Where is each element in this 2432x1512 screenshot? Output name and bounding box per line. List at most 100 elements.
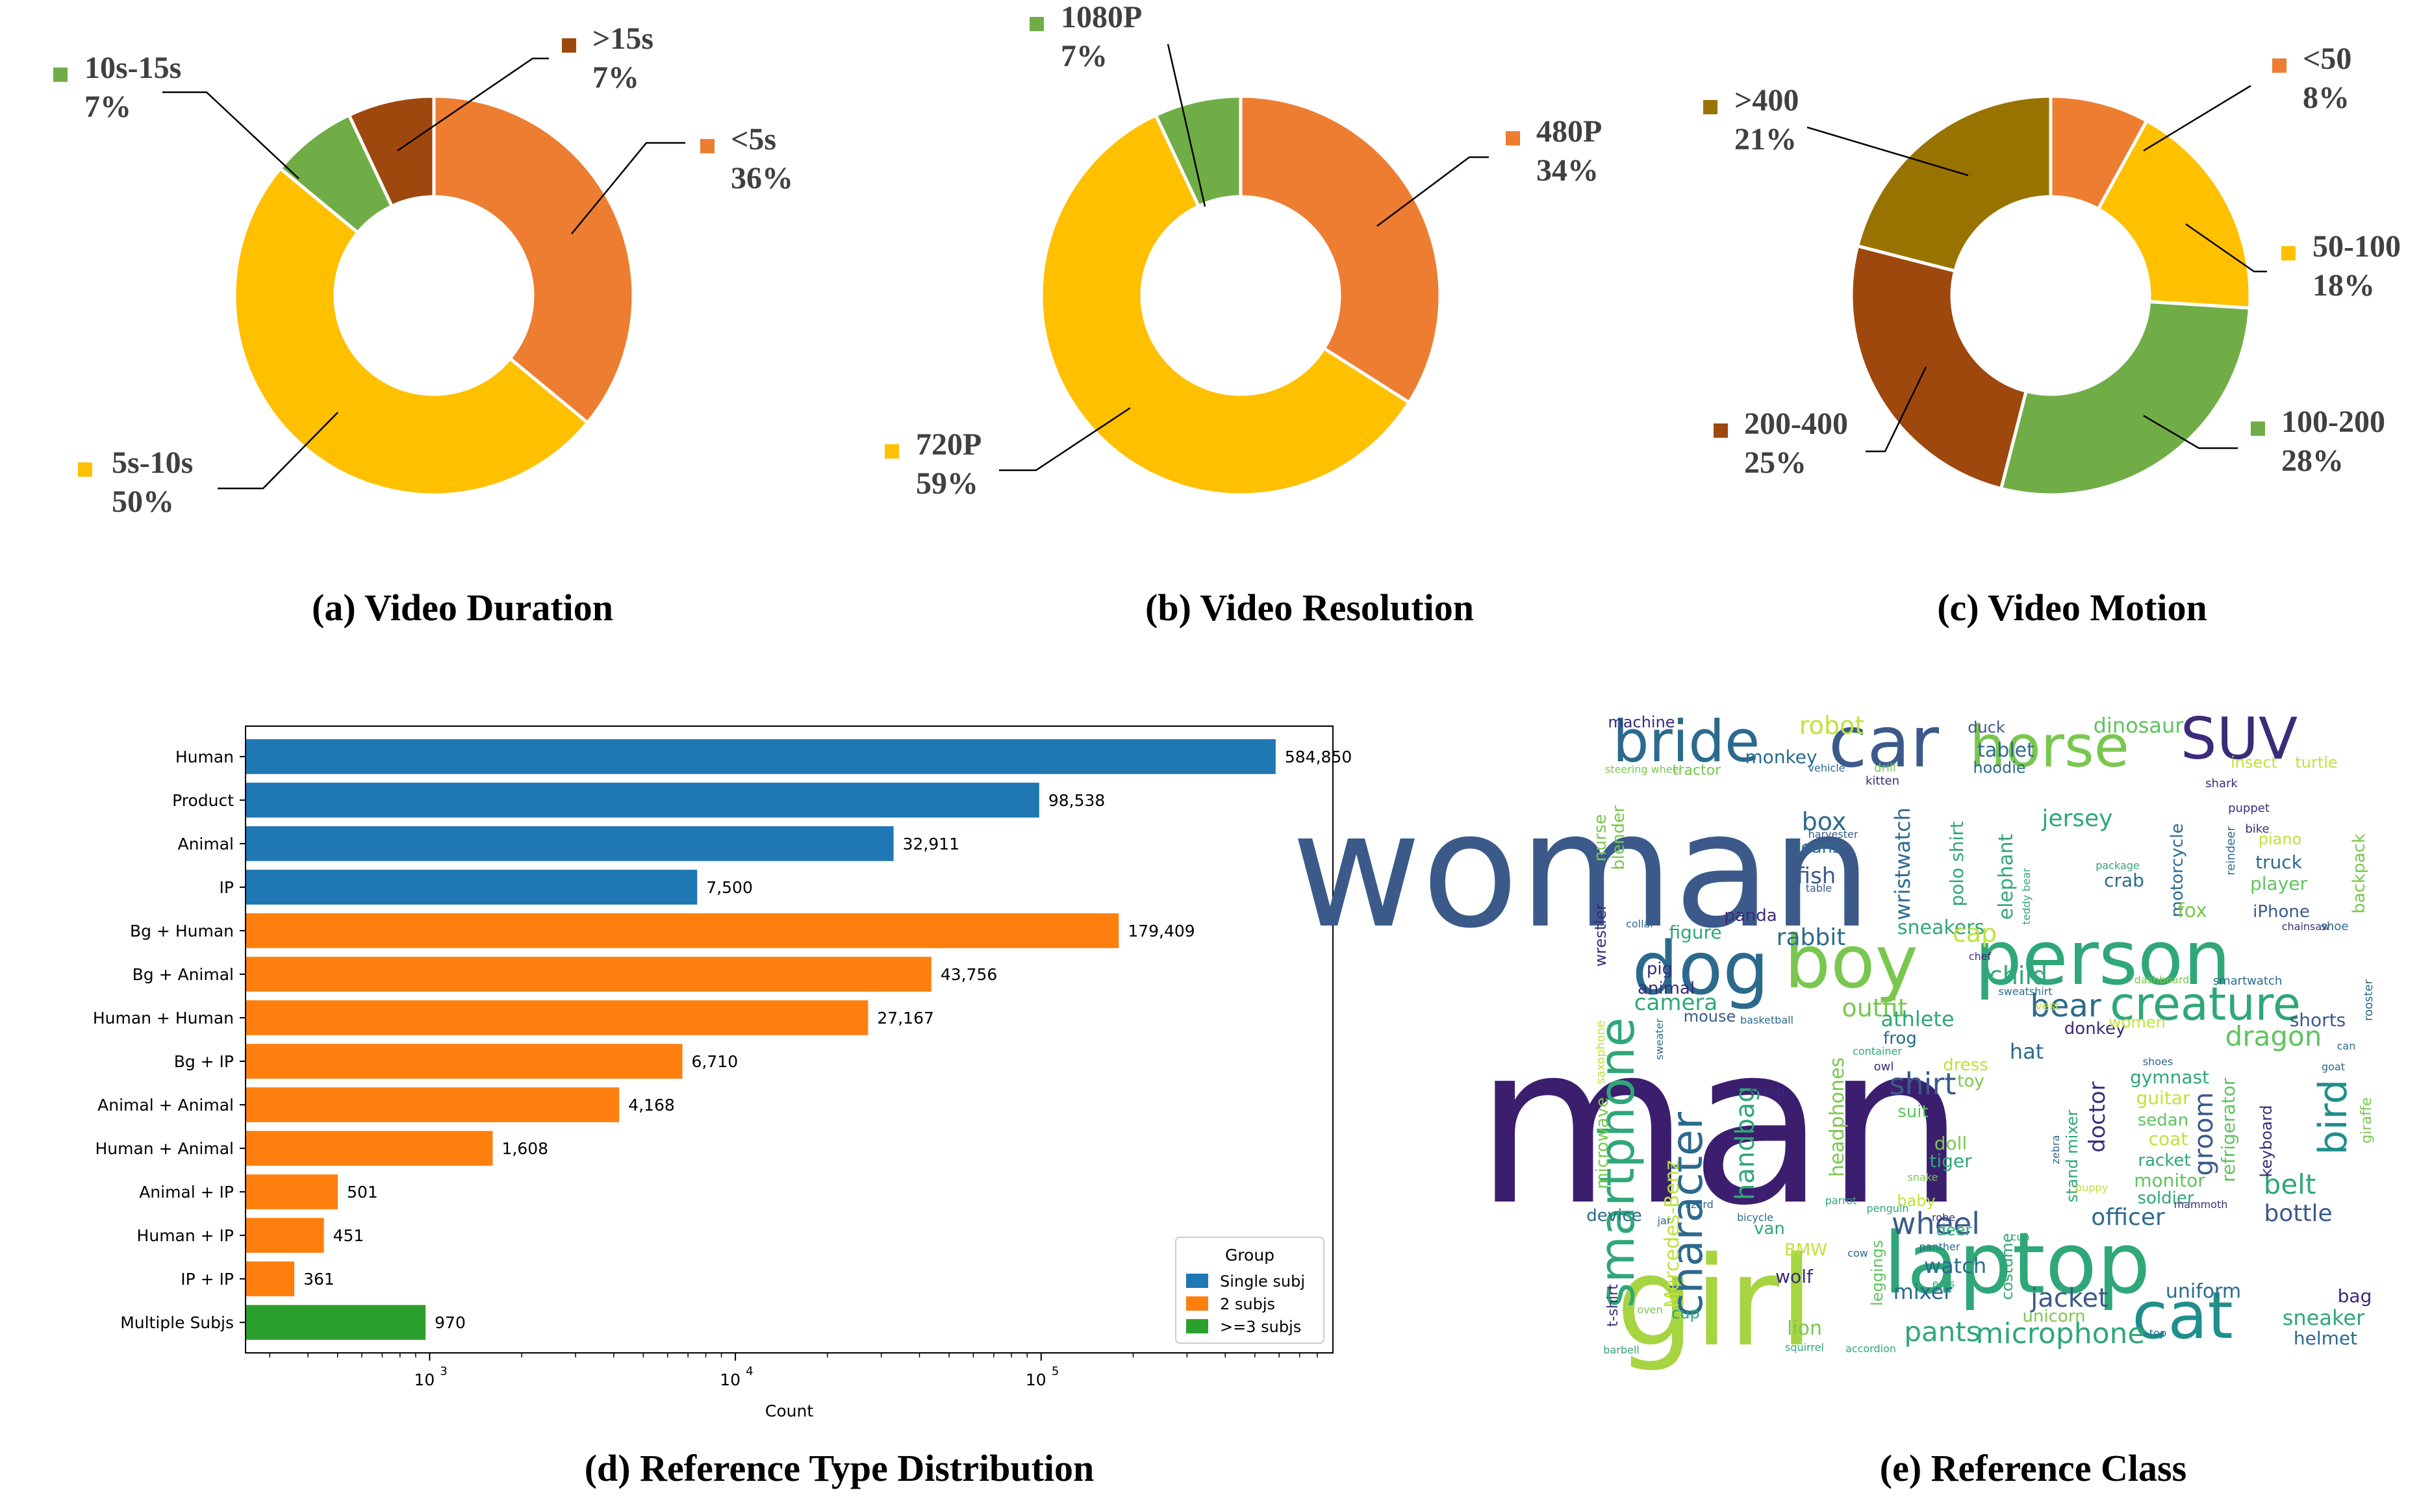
- word-athlete: athlete: [1881, 1007, 1954, 1031]
- word-toy: toy: [1957, 1072, 1984, 1091]
- word-basketball: basketball: [1740, 1014, 1793, 1026]
- legend-swatch-5s-10s: [78, 462, 92, 477]
- word-barbell: barbell: [1603, 1344, 1639, 1356]
- word-officer: officer: [2091, 1204, 2165, 1231]
- word-guitar: guitar: [2136, 1087, 2190, 1109]
- caption-reference-class: (e) Reference Class: [1880, 1447, 2186, 1489]
- word-dog: dog: [1632, 927, 1769, 1011]
- bar-ip: [246, 870, 698, 905]
- word-bmw: BMW: [1784, 1241, 1827, 1260]
- xtick-label-exponent: 3: [440, 1365, 447, 1378]
- donut-chart-video-resolution: 480P 34% 720P 59% 1080P 7%: [885, 0, 1602, 501]
- bar-bg-human: [246, 913, 1119, 948]
- slice-480p: [1239, 94, 1442, 405]
- word-microphone: microphone: [1975, 1317, 2145, 1350]
- word-leggings: leggings: [1868, 1240, 1886, 1306]
- word-mixer: mixer: [1894, 1279, 1953, 1304]
- bar-multiple-subjs: [246, 1305, 426, 1340]
- word-jersey: jersey: [2041, 805, 2112, 832]
- word-robe: robe: [1932, 1211, 1955, 1224]
- word-vehicle: vehicle: [1808, 762, 1845, 774]
- slice-percent-100-200: 28%: [2281, 444, 2344, 478]
- slice-5s-10s: [233, 166, 590, 497]
- category-label-human-human: Human + Human: [93, 1009, 234, 1027]
- word-giraffe: giraffe: [2359, 1097, 2375, 1143]
- word-outfit: outfit: [1842, 994, 1907, 1022]
- word-soldier: soldier: [2137, 1189, 2194, 1208]
- word-girl: girl: [1616, 1230, 1814, 1374]
- slice-400: [1855, 94, 2053, 273]
- word-cat: cat: [2132, 1278, 2233, 1354]
- value-label-human: 584,850: [1285, 748, 1352, 766]
- word-owl: owl: [1874, 1060, 1894, 1074]
- word-sneaker: sneaker: [2283, 1305, 2365, 1330]
- slice-5s: [432, 94, 635, 425]
- bar-bg-animal: [246, 957, 931, 992]
- bar-human-human: [246, 1000, 868, 1035]
- word-truck: truck: [2255, 851, 2303, 873]
- word-doctor: doctor: [2084, 1081, 2110, 1152]
- word-wristwatch: wristwatch: [1890, 807, 1915, 920]
- slice-percent-480p: 34%: [1536, 153, 1599, 188]
- word-ears: ears: [1932, 1278, 1955, 1290]
- word-dinosaur: dinosaur: [2094, 713, 2185, 738]
- word-man: man: [1475, 997, 1965, 1254]
- legend-swatch-480p: [1506, 131, 1520, 145]
- slice-label-480p: 480P: [1536, 114, 1602, 149]
- word-mouse: mouse: [1684, 1007, 1736, 1026]
- category-label-animal-animal: Animal + Animal: [97, 1096, 234, 1115]
- word-sheep: sheep: [1749, 1085, 1784, 1098]
- word-cow: cow: [1847, 1247, 1868, 1259]
- word-elephant: elephant: [1995, 834, 2018, 920]
- word-women: women: [2109, 1013, 2166, 1031]
- word-player: player: [2250, 873, 2308, 894]
- slice-1080p: [1153, 94, 1243, 208]
- legend-entry-2-subjs: 2 subjs: [1220, 1295, 1275, 1313]
- word-bride: bride: [1613, 708, 1760, 775]
- caption-video-duration: (a) Video Duration: [312, 586, 613, 629]
- caption-reference-type: (d) Reference Type Distribution: [585, 1447, 1095, 1489]
- leader-line-200-400: [1866, 366, 1927, 453]
- slice-percent-5s-10s: 50%: [112, 485, 174, 519]
- slice-percent-720p: 59%: [916, 466, 978, 501]
- word-dress: dress: [1943, 1055, 1988, 1075]
- word-reindeer: reindeer: [2224, 826, 2238, 876]
- category-label-product: Product: [172, 791, 234, 810]
- xtick-label: 10: [414, 1370, 435, 1389]
- word-sweater: sweater: [1653, 1018, 1666, 1060]
- word-bear: bear: [2030, 988, 2101, 1024]
- word-puppet: puppet: [2228, 801, 2270, 815]
- category-label-human: Human: [175, 748, 234, 766]
- word-helmet: helmet: [2294, 1328, 2357, 1349]
- legend-swatch-3-subjs: [1186, 1319, 1208, 1333]
- word-character: character: [1662, 1111, 1712, 1317]
- word-snake: snake: [1908, 1171, 1938, 1183]
- word-harvester: harvester: [1808, 828, 1858, 840]
- word-motorcycle: motorcycle: [2168, 824, 2187, 918]
- value-label-human-ip: 451: [333, 1226, 364, 1245]
- slice-label-100-200: 100-200: [2281, 405, 2385, 439]
- word-monitor: monitor: [2134, 1170, 2205, 1191]
- word-package: package: [2096, 859, 2140, 872]
- legend-swatch-100-200: [2251, 422, 2265, 436]
- word-frog: frog: [1883, 1029, 1917, 1048]
- word-wrestler: wrestler: [1591, 903, 1610, 966]
- word-rabbit: rabbit: [1777, 924, 1846, 951]
- bar-ip-ip: [246, 1261, 295, 1296]
- word-handbag: handbag: [1730, 1086, 1760, 1200]
- slice-label-50-100: 50-100: [2312, 229, 2401, 264]
- word-polo-shirt: polo shirt: [1946, 821, 1968, 906]
- value-label-ip-ip: 361: [303, 1270, 335, 1289]
- word-dashboard: dashboard: [2134, 974, 2190, 986]
- word-jacket: jacket: [2030, 1283, 2109, 1313]
- word-puppy: puppy: [2075, 1181, 2108, 1194]
- word-bird: bird: [2311, 1079, 2356, 1155]
- word-shark: shark: [2205, 777, 2238, 790]
- xtick-label: 10: [720, 1370, 741, 1389]
- word-vest: vest: [2035, 1000, 2060, 1013]
- word-car: car: [1829, 702, 1940, 783]
- category-label-animal: Animal: [177, 835, 234, 853]
- leader-line-720p: [999, 407, 1131, 472]
- legend-swatch-50-100: [2281, 246, 2296, 260]
